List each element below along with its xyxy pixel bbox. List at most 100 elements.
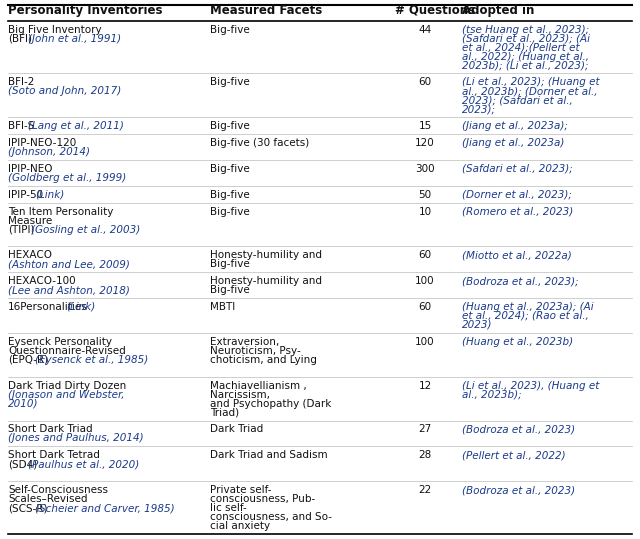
Text: Narcissism,: Narcissism,	[210, 390, 270, 399]
Text: (EPQ-R): (EPQ-R)	[8, 355, 48, 365]
Text: 28: 28	[419, 450, 431, 460]
Text: 15: 15	[419, 121, 431, 131]
Text: (SD4): (SD4)	[8, 459, 37, 469]
Text: HEXACO: HEXACO	[8, 250, 52, 260]
Text: 60: 60	[419, 78, 431, 87]
Text: # Questions: # Questions	[395, 4, 475, 17]
Text: (Safdari et al., 2023);: (Safdari et al., 2023);	[462, 164, 573, 174]
Text: (Safdari et al., 2023); (Ai: (Safdari et al., 2023); (Ai	[462, 33, 590, 44]
Text: (Soto and John, 2017): (Soto and John, 2017)	[8, 86, 121, 96]
Text: Measure: Measure	[8, 216, 52, 225]
Text: Short Dark Triad: Short Dark Triad	[8, 424, 93, 434]
Text: (Link): (Link)	[35, 190, 65, 199]
Text: Short Dark Tetrad: Short Dark Tetrad	[8, 450, 100, 460]
Text: 300: 300	[415, 164, 435, 174]
Text: lic self-: lic self-	[210, 503, 247, 513]
Text: (Paulhus et al., 2020): (Paulhus et al., 2020)	[28, 459, 139, 469]
Text: Extraversion,: Extraversion,	[210, 337, 279, 347]
Text: Big-five: Big-five	[210, 78, 250, 87]
Text: Eysenck Personality: Eysenck Personality	[8, 337, 112, 347]
Text: Adopted in: Adopted in	[462, 4, 534, 17]
Text: Personality Inventories: Personality Inventories	[8, 4, 163, 17]
Text: BFI-2: BFI-2	[8, 78, 35, 87]
Text: (Jiang et al., 2023a): (Jiang et al., 2023a)	[462, 138, 564, 148]
Text: Private self-: Private self-	[210, 485, 271, 495]
Text: (Eysenck et al., 1985): (Eysenck et al., 1985)	[35, 355, 148, 365]
Text: (Link): (Link)	[67, 302, 96, 312]
Text: Big Five Inventory: Big Five Inventory	[8, 25, 102, 34]
Text: al., 2022); (Huang et al.,: al., 2022); (Huang et al.,	[462, 52, 589, 61]
Text: choticism, and Lying: choticism, and Lying	[210, 355, 317, 365]
Text: consciousness, Pub-: consciousness, Pub-	[210, 494, 316, 504]
Text: et al., 2024); (Rao et al.,: et al., 2024); (Rao et al.,	[462, 311, 589, 321]
Text: (Jonason and Webster,: (Jonason and Webster,	[8, 390, 125, 399]
Text: Dark Triad and Sadism: Dark Triad and Sadism	[210, 450, 328, 460]
Text: (Li et al., 2023), (Huang et: (Li et al., 2023), (Huang et	[462, 381, 600, 391]
Text: Scales–Revised: Scales–Revised	[8, 494, 88, 504]
Text: IPIP-NEO: IPIP-NEO	[8, 164, 52, 174]
Text: Big-five: Big-five	[210, 25, 250, 34]
Text: (SCS-R): (SCS-R)	[8, 503, 47, 513]
Text: Big-five: Big-five	[210, 164, 250, 174]
Text: Questionnaire-Revised: Questionnaire-Revised	[8, 346, 125, 356]
Text: IPIP-50: IPIP-50	[8, 190, 43, 199]
Text: et al., 2024);(Pellert et: et al., 2024);(Pellert et	[462, 43, 580, 53]
Text: Machiavellianism ,: Machiavellianism ,	[210, 381, 307, 391]
Text: 2023): 2023)	[462, 320, 493, 330]
Text: 120: 120	[415, 138, 435, 148]
Text: (Pellert et al., 2022): (Pellert et al., 2022)	[462, 450, 566, 460]
Text: Ten Item Personality: Ten Item Personality	[8, 206, 113, 217]
Text: al., 2023b); (Dorner et al.,: al., 2023b); (Dorner et al.,	[462, 86, 598, 96]
Text: (tse Huang et al., 2023);: (tse Huang et al., 2023);	[462, 25, 589, 34]
Text: (Romero et al., 2023): (Romero et al., 2023)	[462, 206, 573, 217]
Text: and Psychopathy (Dark: and Psychopathy (Dark	[210, 399, 332, 409]
Text: (Huang et al., 2023b): (Huang et al., 2023b)	[462, 337, 573, 347]
Text: 60: 60	[419, 250, 431, 260]
Text: 100: 100	[415, 337, 435, 347]
Text: 27: 27	[419, 424, 431, 434]
Text: (Lang et al., 2011): (Lang et al., 2011)	[28, 121, 124, 131]
Text: Big-five: Big-five	[210, 285, 250, 295]
Text: 100: 100	[415, 276, 435, 286]
Text: (Li et al., 2023); (Huang et: (Li et al., 2023); (Huang et	[462, 78, 600, 87]
Text: IPIP-NEO-120: IPIP-NEO-120	[8, 138, 76, 148]
Text: 10: 10	[419, 206, 431, 217]
Text: 16Personalities: 16Personalities	[8, 302, 88, 312]
Text: Big-five (30 facets): Big-five (30 facets)	[210, 138, 309, 148]
Text: (Gosling et al., 2003): (Gosling et al., 2003)	[31, 225, 141, 234]
Text: Honesty-humility and: Honesty-humility and	[210, 276, 322, 286]
Text: Dark Triad Dirty Dozen: Dark Triad Dirty Dozen	[8, 381, 126, 391]
Text: (BFI): (BFI)	[8, 33, 32, 44]
Text: (Bodroza et al., 2023);: (Bodroza et al., 2023);	[462, 276, 579, 286]
Text: MBTI: MBTI	[210, 302, 236, 312]
Text: (Goldberg et al., 1999): (Goldberg et al., 1999)	[8, 173, 126, 183]
Text: 2023); (Safdari et al.,: 2023); (Safdari et al.,	[462, 95, 573, 106]
Text: (TIPI): (TIPI)	[8, 225, 35, 234]
Text: Neuroticism, Psy-: Neuroticism, Psy-	[210, 346, 301, 356]
Text: consciousness, and So-: consciousness, and So-	[210, 512, 332, 522]
Text: (Huang et al., 2023a); (Ai: (Huang et al., 2023a); (Ai	[462, 302, 594, 312]
Text: 12: 12	[419, 381, 431, 391]
Text: (Bodroza et al., 2023): (Bodroza et al., 2023)	[462, 485, 575, 495]
Text: (Ashton and Lee, 2009): (Ashton and Lee, 2009)	[8, 259, 130, 270]
Text: (Scheier and Carver, 1985): (Scheier and Carver, 1985)	[35, 503, 175, 513]
Text: Dark Triad: Dark Triad	[210, 424, 263, 434]
Text: (Jones and Paulhus, 2014): (Jones and Paulhus, 2014)	[8, 433, 143, 444]
Text: al., 2023b);: al., 2023b);	[462, 390, 522, 399]
Text: Triad): Triad)	[210, 407, 239, 418]
Text: 44: 44	[419, 25, 431, 34]
Text: Measured Facets: Measured Facets	[210, 4, 323, 17]
Text: Big-five: Big-five	[210, 190, 250, 199]
Text: (Jiang et al., 2023a);: (Jiang et al., 2023a);	[462, 121, 568, 131]
Text: (Johnson, 2014): (Johnson, 2014)	[8, 147, 90, 157]
Text: 22: 22	[419, 485, 431, 495]
Text: 2023);: 2023);	[462, 105, 496, 114]
Text: Self-Consciousness: Self-Consciousness	[8, 485, 108, 495]
Text: (John et al., 1991): (John et al., 1991)	[28, 33, 120, 44]
Text: 2023b); (Li et al., 2023);: 2023b); (Li et al., 2023);	[462, 60, 589, 71]
Text: Big-five: Big-five	[210, 259, 250, 270]
Text: 2010): 2010)	[8, 399, 38, 409]
Text: (Dorner et al., 2023);: (Dorner et al., 2023);	[462, 190, 572, 199]
Text: Honesty-humility and: Honesty-humility and	[210, 250, 322, 260]
Text: (Bodroza et al., 2023): (Bodroza et al., 2023)	[462, 424, 575, 434]
